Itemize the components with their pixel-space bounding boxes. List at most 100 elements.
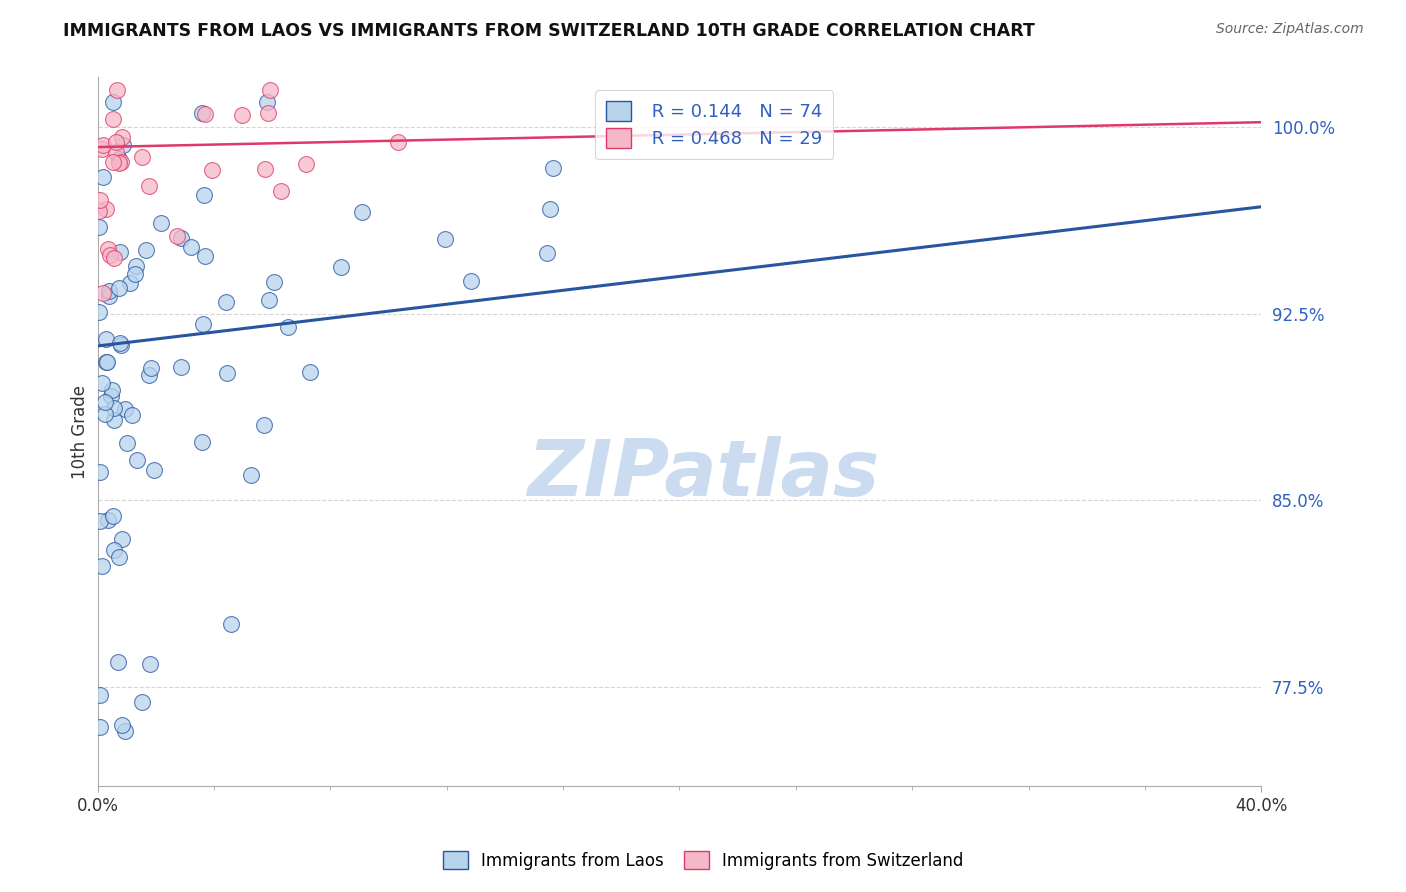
Point — [94, 202, 117, 217]
Point — [108, 244, 131, 259]
Point — [110, 335, 132, 350]
Legend: Immigrants from Laos, Immigrants from Switzerland: Immigrants from Laos, Immigrants from Sw… — [436, 845, 970, 877]
Point — [170, 231, 193, 245]
Point — [89, 688, 111, 702]
Point — [194, 107, 217, 121]
Point — [125, 259, 148, 273]
Point — [277, 319, 299, 334]
Point — [135, 243, 157, 257]
Point — [94, 332, 117, 346]
Point — [107, 280, 129, 294]
Point — [433, 232, 456, 246]
Point — [87, 203, 110, 218]
Point — [131, 150, 153, 164]
Point — [101, 155, 124, 169]
Legend:  R = 0.144   N = 74,  R = 0.468   N = 29: R = 0.144 N = 74, R = 0.468 N = 29 — [595, 90, 834, 159]
Point — [114, 401, 136, 416]
Point — [124, 267, 146, 281]
Point — [143, 463, 166, 477]
Point — [108, 152, 131, 166]
Point — [541, 161, 564, 175]
Point — [117, 435, 139, 450]
Point — [87, 305, 110, 319]
Point — [94, 408, 117, 422]
Point — [103, 95, 125, 110]
Point — [256, 106, 278, 120]
Point — [387, 135, 409, 149]
Text: Source: ZipAtlas.com: Source: ZipAtlas.com — [1216, 22, 1364, 37]
Point — [118, 277, 141, 291]
Point — [150, 216, 173, 230]
Point — [121, 409, 143, 423]
Point — [89, 465, 111, 479]
Point — [98, 248, 121, 262]
Point — [294, 157, 316, 171]
Point — [231, 108, 253, 122]
Point — [257, 293, 280, 307]
Point — [131, 695, 153, 709]
Point — [460, 274, 482, 288]
Point — [89, 721, 111, 735]
Point — [94, 354, 117, 368]
Point — [103, 251, 125, 265]
Point — [138, 178, 160, 193]
Point — [536, 246, 558, 260]
Point — [108, 156, 131, 170]
Point — [329, 260, 352, 274]
Point — [191, 106, 214, 120]
Point — [97, 284, 120, 298]
Point — [107, 655, 129, 669]
Point — [111, 533, 134, 547]
Point — [263, 275, 285, 289]
Point — [298, 365, 321, 379]
Text: ZIPatlas: ZIPatlas — [527, 436, 879, 512]
Point — [170, 359, 193, 374]
Point — [253, 418, 276, 433]
Point — [111, 718, 134, 732]
Point — [110, 338, 132, 352]
Point — [191, 317, 214, 331]
Point — [103, 112, 125, 126]
Point — [89, 514, 111, 528]
Point — [101, 383, 124, 397]
Point — [89, 193, 111, 207]
Point — [90, 376, 112, 391]
Point — [194, 249, 217, 263]
Point — [239, 467, 262, 482]
Y-axis label: 10th Grade: 10th Grade — [72, 384, 89, 479]
Point — [98, 289, 121, 303]
Point — [97, 513, 120, 527]
Point — [201, 163, 224, 178]
Point — [100, 389, 122, 403]
Point — [87, 220, 110, 235]
Point — [91, 285, 114, 300]
Point — [538, 202, 561, 216]
Point — [138, 368, 160, 383]
Point — [91, 142, 114, 156]
Point — [101, 509, 124, 524]
Point — [215, 366, 238, 380]
Point — [180, 240, 202, 254]
Point — [110, 154, 132, 169]
Point — [103, 413, 125, 427]
Point — [91, 169, 114, 184]
Point — [96, 355, 118, 369]
Point — [215, 294, 238, 309]
Point — [94, 395, 117, 409]
Point — [191, 434, 214, 449]
Point — [350, 205, 373, 219]
Point — [166, 229, 188, 244]
Point — [103, 401, 125, 415]
Point — [112, 138, 135, 153]
Point — [139, 657, 162, 672]
Point — [104, 145, 127, 159]
Point — [107, 550, 129, 565]
Point — [259, 83, 281, 97]
Point — [193, 188, 215, 202]
Point — [105, 83, 128, 97]
Point — [93, 137, 115, 152]
Point — [141, 361, 163, 376]
Point — [105, 135, 128, 149]
Point — [90, 558, 112, 573]
Point — [270, 184, 292, 198]
